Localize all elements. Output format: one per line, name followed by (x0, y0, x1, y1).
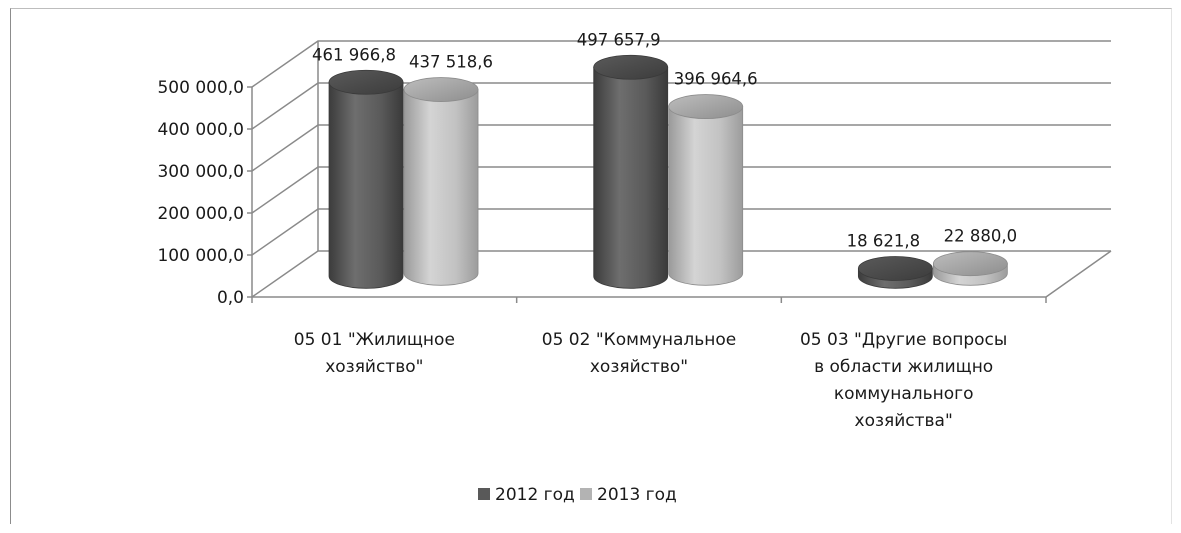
category-label-line: 05 02 "Коммунальное (542, 330, 736, 350)
legend-layer: 2012 год 2013 год (478, 485, 677, 505)
data-label: 437 518,6 (409, 53, 493, 72)
grid-layer (251, 40, 1111, 298)
gridline (251, 82, 1111, 130)
y-tick-label: 500 000,0 (157, 78, 244, 98)
category-label: 05 03 "Другие вопросы в области жилищно ко… (800, 330, 1007, 431)
y-tick-label: 300 000,0 (157, 162, 244, 182)
bar-layer (328, 54, 1008, 289)
y-tick-label: 0,0 (217, 288, 244, 308)
gridline (251, 124, 1111, 172)
axis-layer: 0,0 100 000,0 200 000,0 300 000,0 400 000,0 5… (157, 78, 1112, 308)
category-label-line: коммунального (834, 384, 974, 404)
category-label: 05 01 "Жилищное хозяйство" (294, 330, 455, 377)
data-label: 18 621,8 (847, 231, 920, 250)
legend-label: 2012 год (495, 485, 575, 505)
bar-top (932, 251, 1008, 277)
bar-2013-год-cat-3 (932, 251, 1008, 286)
gridline (251, 40, 1111, 88)
data-label: 22 880,0 (944, 227, 1017, 246)
y-tick-label: 400 000,0 (157, 120, 244, 140)
bar-body (328, 81, 404, 289)
category-label-line: в области жилищно (814, 357, 993, 377)
data-label: 461 966,8 (312, 45, 396, 64)
legend-swatch-2 (580, 488, 592, 500)
category-label-line: 05 01 "Жилищное (294, 330, 455, 350)
bar-top (328, 69, 404, 95)
category-label-line: хозяйства" (855, 411, 953, 431)
bar-top (668, 94, 744, 119)
category-label: 05 02 "Коммунальное хозяйство" (542, 330, 736, 377)
bar-2012-год-cat-3 (857, 256, 933, 289)
bar-2012-год-cat-2 (593, 54, 669, 289)
y-tick-label: 200 000,0 (157, 204, 244, 224)
bar-2013-год-cat-2 (668, 94, 744, 286)
label-layer: 461 966,8 437 518,6 05 01 "Жилищное хозяйст… (294, 30, 1017, 431)
bar-top (593, 54, 669, 80)
legend-swatch-1 (478, 488, 490, 500)
gridline (251, 166, 1111, 214)
gridline (251, 250, 1111, 298)
bar-2013-год-cat-1 (403, 77, 479, 286)
legend-label: 2013 год (597, 485, 677, 505)
category-label-line: хозяйство" (325, 357, 423, 377)
bar-top (857, 256, 933, 281)
category-label-line: 05 03 "Другие вопросы (800, 330, 1007, 350)
y-tick-label: 100 000,0 (157, 246, 244, 266)
gridline (251, 208, 1111, 256)
data-label: 497 657,9 (577, 30, 661, 49)
bar-body (668, 106, 744, 286)
bar-top (403, 77, 479, 102)
bar-2012-год-cat-1 (328, 69, 404, 289)
bar-body (593, 66, 669, 289)
category-label-line: хозяйство" (590, 357, 688, 377)
bar-body (403, 89, 479, 286)
data-label: 396 964,6 (674, 70, 758, 89)
chart-frame (10, 8, 1172, 524)
